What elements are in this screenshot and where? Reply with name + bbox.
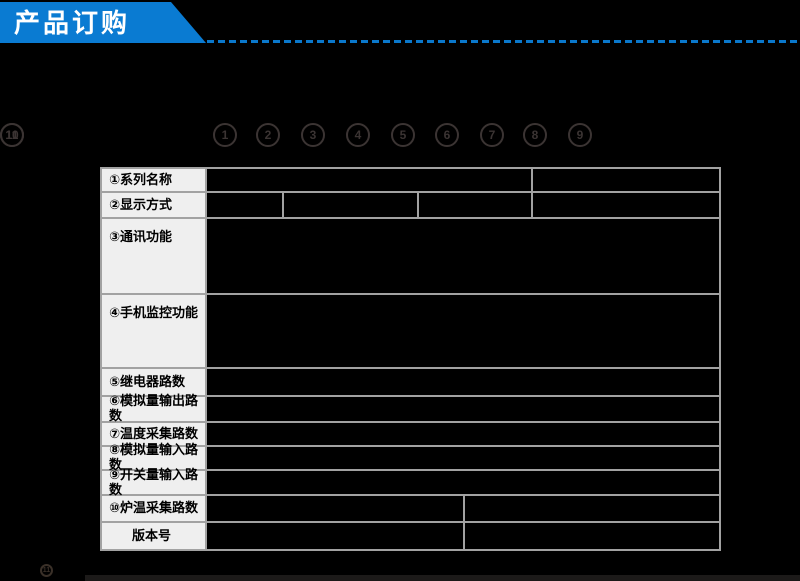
- table-cell: [531, 169, 719, 191]
- row-cells: [207, 523, 719, 549]
- row-label-temp-collect: ⑦温度采集路数: [102, 423, 207, 445]
- table-cell: [281, 193, 417, 217]
- row-label-phone-monitor: ④手机监控功能: [102, 295, 207, 367]
- table-row-analog-input: ⑧模拟量输入路数: [102, 442, 719, 472]
- row-cells: [207, 397, 719, 421]
- row-cells: [207, 219, 719, 293]
- row-label-switch-input: ⑨开关量输入路数: [102, 467, 207, 496]
- page-title: 产品订购: [14, 7, 131, 38]
- table-row-switch-input: ⑨开关量输入路数: [102, 467, 719, 496]
- row-cells: [207, 193, 719, 217]
- row-label-analog-output: ⑥模拟量输出路数: [102, 393, 207, 423]
- callout-circle-8: 8: [523, 123, 547, 147]
- table-row-version: 版本号: [102, 523, 719, 549]
- order-table: ①系列名称 ②显示方式 ③通讯功能 ④手机监控功能: [100, 167, 721, 551]
- table-cell: [207, 295, 719, 367]
- callout-circle-3: 3: [301, 123, 325, 147]
- callout-circle-5: 5: [391, 123, 415, 147]
- row-label-relay-channels: ⑤继电器路数: [102, 369, 207, 395]
- row-cells: [207, 295, 719, 367]
- row-label-version: 版本号: [102, 523, 207, 549]
- row-label-series-name: ①系列名称: [102, 169, 207, 191]
- table-row-analog-output: ⑥模拟量输出路数: [102, 393, 719, 423]
- callout-circle-1: 1: [213, 123, 237, 147]
- table-cell: [207, 219, 719, 293]
- callout-circle-9: 9: [568, 123, 592, 147]
- row-label-display-mode: ②显示方式: [102, 193, 207, 217]
- table-cell: [207, 496, 463, 521]
- row-label-analog-input: ⑧模拟量输入路数: [102, 442, 207, 472]
- row-label-comm-function: ③通讯功能: [102, 219, 207, 293]
- row-cells: [207, 496, 719, 521]
- row-cells: [207, 169, 719, 191]
- table-cell: [207, 423, 719, 445]
- header-dashed-line: [207, 40, 800, 43]
- table-cell: [207, 169, 532, 191]
- callout-circle-2: 2: [256, 123, 280, 147]
- table-row-phone-monitor: ④手机监控功能: [102, 295, 719, 369]
- table-row-temp-collect: ⑦温度采集路数: [102, 423, 719, 447]
- table-row-furnace-temp: ⑩炉温采集路数: [102, 496, 719, 523]
- table-cell: [463, 496, 719, 521]
- table-cell: [416, 193, 532, 217]
- bottom-edge-bar: [85, 575, 800, 581]
- table-cell: [463, 523, 719, 549]
- row-cells: [207, 471, 719, 494]
- callout-circle-7: 7: [480, 123, 504, 147]
- section-header-banner: 产品订购: [0, 2, 206, 43]
- table-cell: [207, 397, 719, 421]
- row-label-furnace-temp: ⑩炉温采集路数: [102, 496, 207, 521]
- row-cells: [207, 447, 719, 469]
- callout-circle-6: 6: [435, 123, 459, 147]
- callout-circle-4: 4: [346, 123, 370, 147]
- row-cells: [207, 423, 719, 445]
- row-cells: [207, 369, 719, 395]
- table-cell: [207, 523, 463, 549]
- table-cell: [207, 369, 719, 395]
- mini-callout-circle-11: 11: [40, 564, 53, 577]
- table-row-display-mode: ②显示方式: [102, 193, 719, 219]
- table-cell: [207, 471, 719, 494]
- table-cell: [531, 193, 719, 217]
- table-cell: [207, 447, 719, 469]
- table-row-comm-function: ③通讯功能: [102, 219, 719, 295]
- table-row-relay-channels: ⑤继电器路数: [102, 369, 719, 397]
- table-cell: [207, 193, 282, 217]
- table-row-series-name: ①系列名称: [102, 169, 719, 193]
- callout-circle-11: 11: [0, 123, 24, 147]
